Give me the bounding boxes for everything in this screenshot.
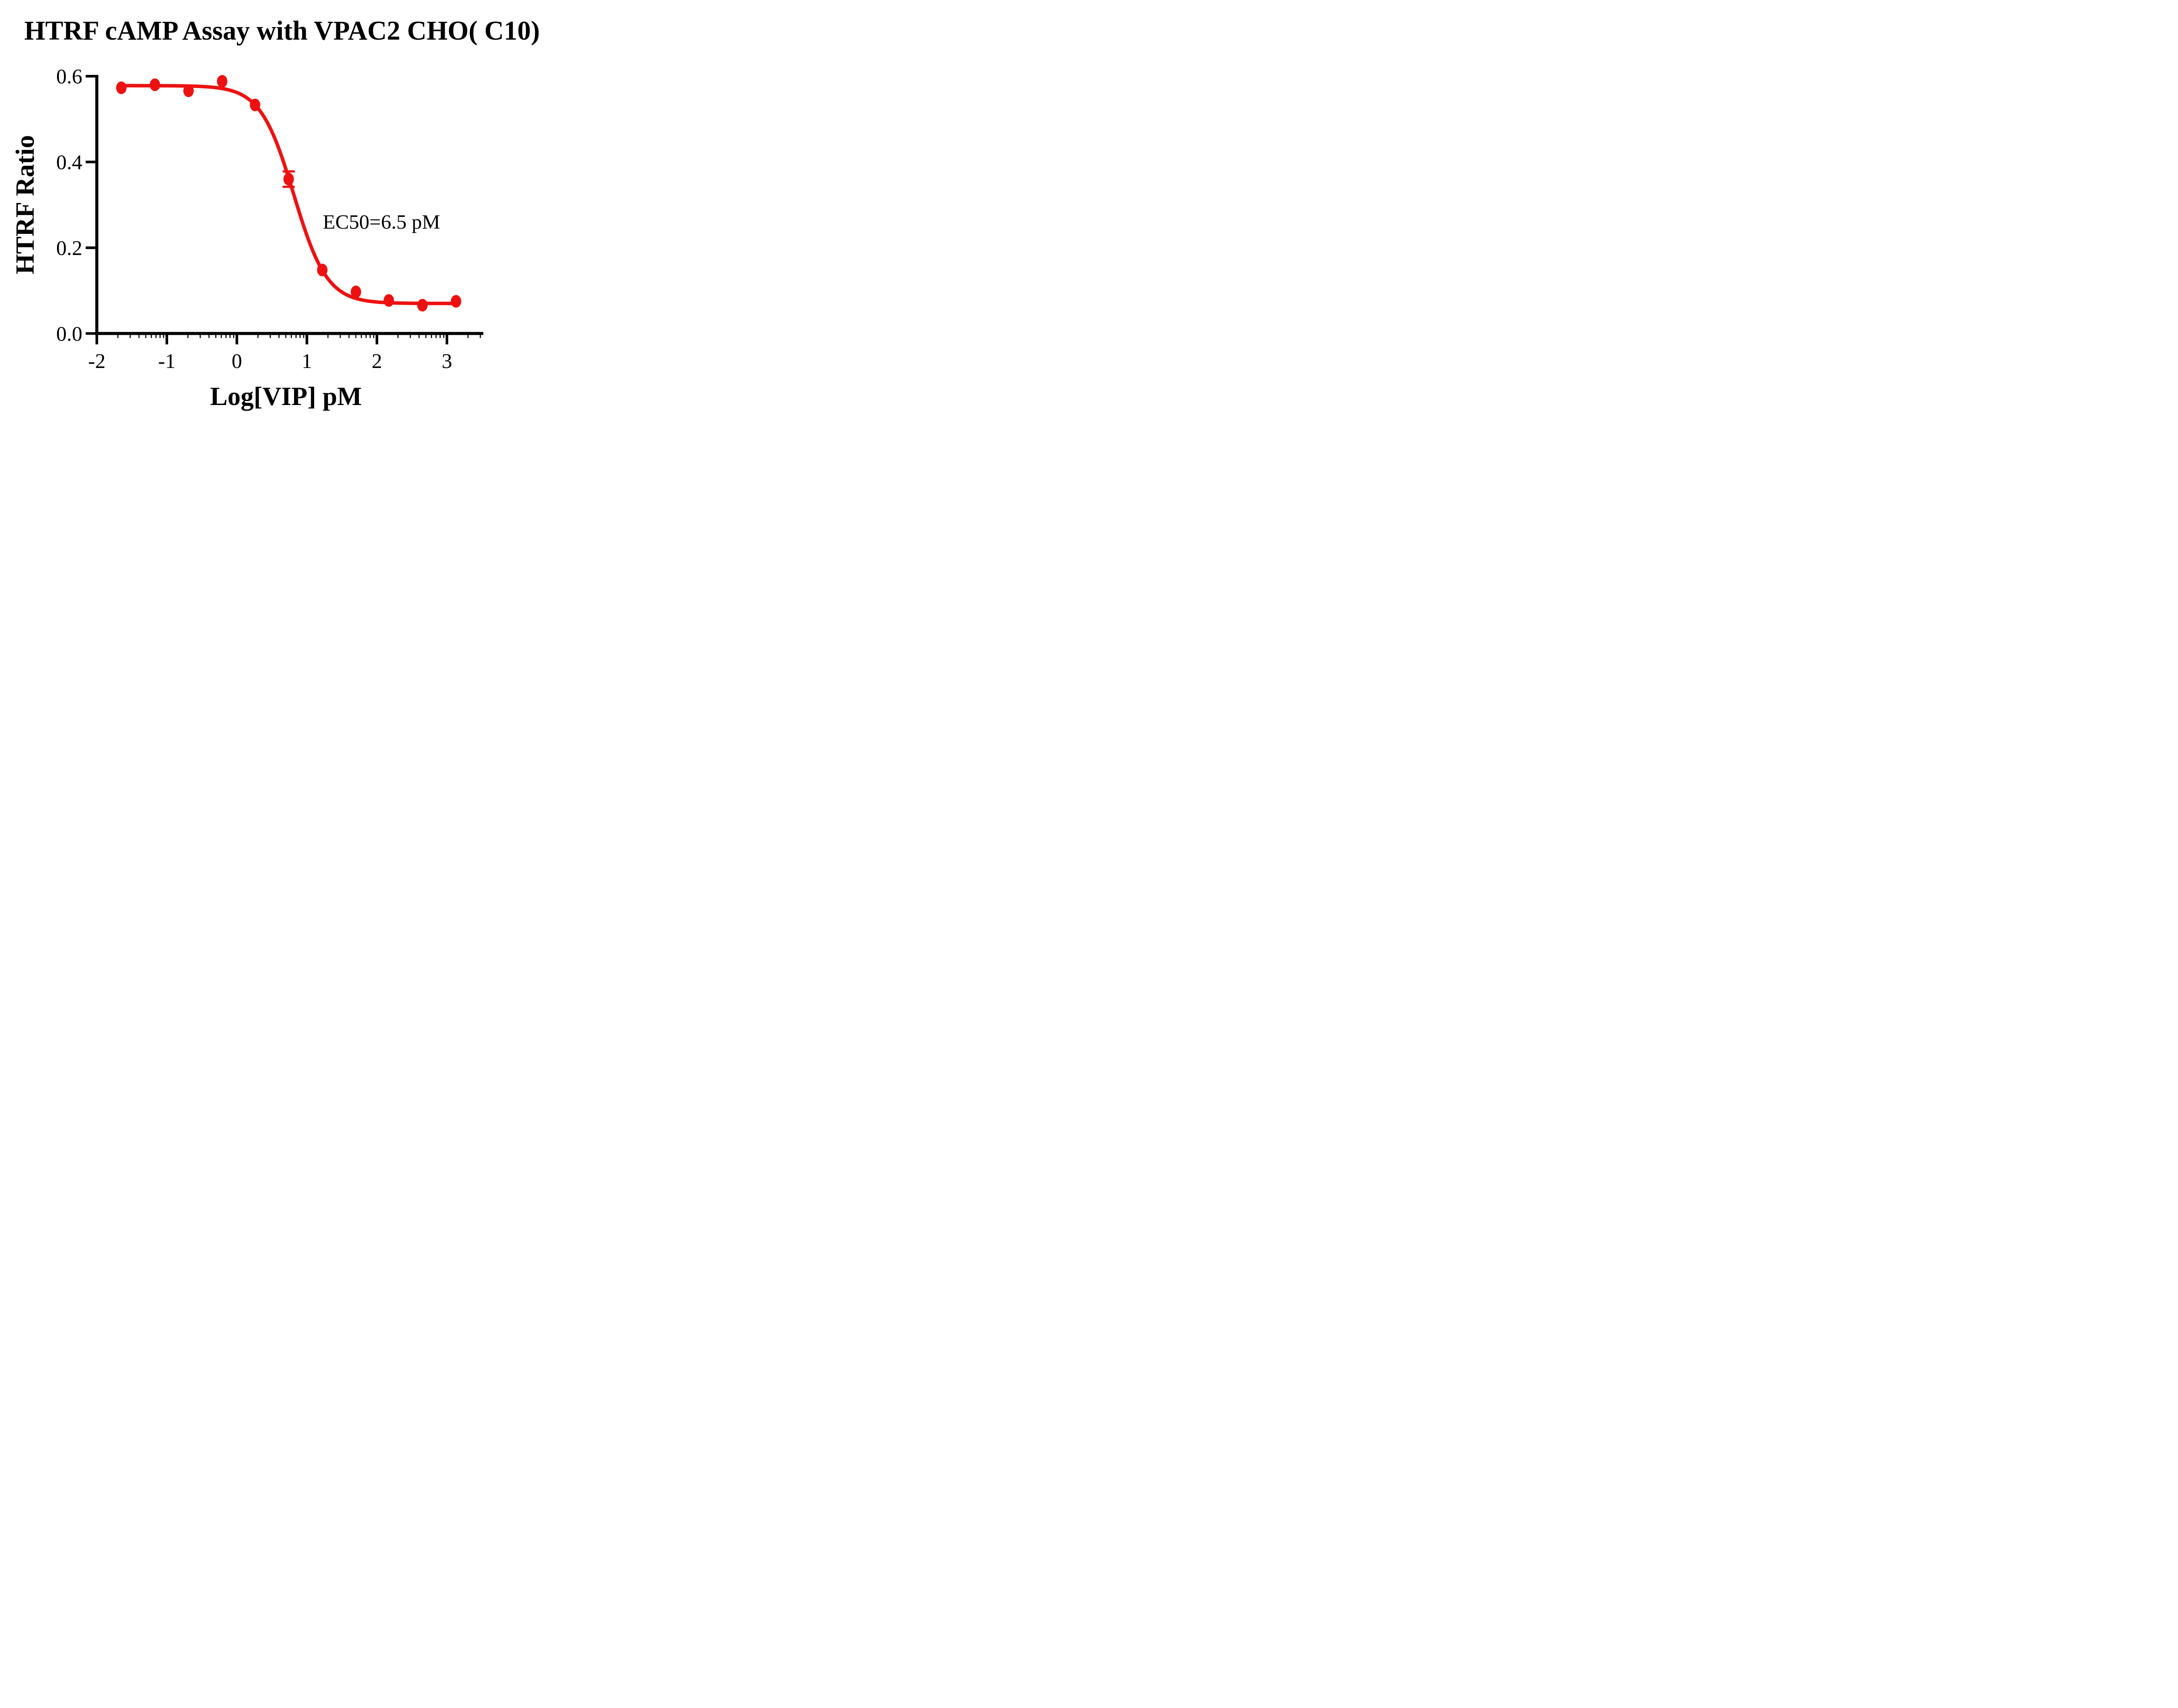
plot-area: 0.0 0.2 0.4 0.6 -2 -1 0 1 2 3 xyxy=(56,65,484,373)
x-tick-label: 2 xyxy=(372,350,382,373)
data-point xyxy=(283,172,294,186)
data-point xyxy=(149,78,160,91)
y-tick-label: 0.0 xyxy=(56,322,82,345)
data-point xyxy=(383,294,394,307)
x-axis-label: Log[VIP] pM xyxy=(210,382,362,411)
data-point xyxy=(317,263,328,277)
x-tick-label: 1 xyxy=(302,350,312,373)
data-point xyxy=(216,75,227,88)
y-tick-label: 0.2 xyxy=(56,236,82,260)
y-tick-label: 0.4 xyxy=(56,151,82,174)
data-point xyxy=(450,295,461,308)
data-point xyxy=(351,285,362,298)
y-tick-label: 0.6 xyxy=(56,65,82,88)
x-tick-label: 0 xyxy=(232,350,242,373)
fit-curve xyxy=(119,84,458,305)
data-point xyxy=(250,98,260,111)
chart-figure: HTRF cAMP Assay with VPAC2 CHO( C10) HTR… xyxy=(0,0,564,427)
x-tick-label: 3 xyxy=(442,350,452,373)
chart-title: HTRF cAMP Assay with VPAC2 CHO( C10) xyxy=(24,16,540,46)
ec50-annotation: EC50=6.5 pM xyxy=(323,211,440,233)
data-point xyxy=(183,84,194,97)
data-point xyxy=(417,299,428,312)
x-tick-label: -2 xyxy=(88,350,105,373)
x-tick-label: -1 xyxy=(158,350,176,373)
data-point xyxy=(116,81,127,95)
